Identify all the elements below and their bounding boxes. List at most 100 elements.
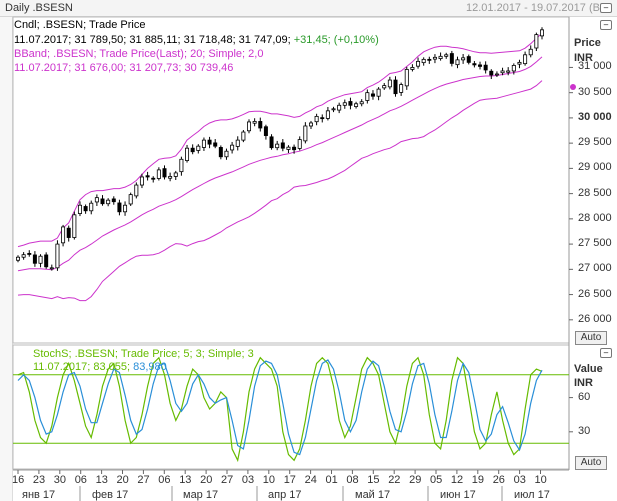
x-day-label: 26 bbox=[492, 474, 505, 486]
x-day-label: 01 bbox=[325, 474, 338, 486]
price-tick-label: 31 000 bbox=[578, 60, 612, 73]
x-month-label: мар 17 bbox=[183, 489, 219, 501]
candle-body bbox=[134, 184, 139, 197]
price-tick-label: 27 500 bbox=[578, 237, 612, 250]
x-day-label: 13 bbox=[95, 474, 108, 486]
candle-body bbox=[410, 67, 415, 70]
stoch-legend-title: StochS; .BSESN; Trade Price; 5; 3; Simpl… bbox=[33, 348, 254, 360]
x-day-label: 03 bbox=[241, 474, 255, 486]
price-axis-currency: INR bbox=[574, 52, 593, 64]
chart-header: Daily .BSESN 12.01.2017 - 19.07.2017 (BO… bbox=[0, 0, 617, 17]
candle-body bbox=[472, 63, 477, 66]
bband-middle-line bbox=[17, 56, 543, 272]
candle-body bbox=[494, 73, 499, 76]
stoch-axis-currency: INR bbox=[574, 377, 593, 389]
candle-body bbox=[139, 176, 144, 186]
candle-body bbox=[213, 142, 218, 147]
x-month-label: фев 17 bbox=[92, 489, 129, 501]
candle-body bbox=[489, 70, 494, 76]
candle-body bbox=[145, 175, 150, 178]
candle-body bbox=[449, 53, 454, 64]
chart-title: Daily .BSESN bbox=[5, 2, 73, 14]
candle-body bbox=[185, 147, 190, 161]
price-tick-label: 28 500 bbox=[578, 186, 612, 199]
stoch-legend-date: 11.07.2017; bbox=[33, 361, 91, 373]
candle-body bbox=[224, 150, 229, 158]
candle-body bbox=[263, 126, 268, 136]
x-day-label: 19 bbox=[471, 474, 485, 486]
price-tick-label: 27 000 bbox=[578, 262, 612, 275]
candle-body bbox=[478, 64, 483, 67]
candle-body bbox=[438, 55, 443, 59]
x-day-label: 29 bbox=[409, 474, 422, 486]
price-tick-label: 28 000 bbox=[578, 211, 612, 224]
x-month-label: июн 17 bbox=[440, 489, 476, 501]
x-day-label: 03 bbox=[513, 474, 526, 486]
candle-body bbox=[455, 59, 460, 66]
candle-body bbox=[94, 197, 99, 203]
candle-body bbox=[534, 34, 539, 49]
candle-body bbox=[44, 254, 49, 268]
candle-body bbox=[207, 139, 212, 145]
candle-body bbox=[83, 206, 88, 212]
price-panel-collapse-button[interactable]: – bbox=[600, 20, 612, 30]
candle-body bbox=[483, 64, 488, 71]
candle-body bbox=[179, 158, 184, 173]
bband-legend-title: BBand; .BSESN; Trade Price(Last); 20; Si… bbox=[14, 48, 264, 60]
x-day-label: 05 bbox=[430, 474, 443, 486]
window-close-button[interactable]: – bbox=[600, 3, 612, 13]
price-legend-ohlc-values: 11.07.2017; 31 789,50; 31 885,11; 31 718… bbox=[14, 34, 291, 46]
candle-body bbox=[466, 56, 471, 63]
candle-body bbox=[230, 144, 235, 151]
stoch-auto-button[interactable]: Auto bbox=[575, 456, 607, 470]
candle-body bbox=[123, 204, 128, 213]
bband-legend-values: 11.07.2017; 31 676,00; 31 207,73; 30 739… bbox=[14, 62, 234, 74]
candle-body bbox=[325, 110, 330, 119]
candle-body bbox=[421, 58, 426, 64]
stoch-d-line bbox=[17, 359, 543, 456]
candle-body bbox=[432, 56, 437, 60]
candle-body bbox=[370, 93, 375, 97]
candle-body bbox=[15, 256, 20, 261]
stoch-panel-collapse-button[interactable]: – bbox=[600, 348, 612, 358]
candle-body bbox=[100, 198, 105, 205]
x-day-label: 24 bbox=[304, 474, 317, 486]
candle-body bbox=[387, 79, 392, 88]
candle-body bbox=[314, 115, 319, 123]
candle-body bbox=[258, 121, 263, 129]
candle-body bbox=[27, 253, 32, 255]
x-day-label: 15 bbox=[367, 474, 380, 486]
price-panel-frame bbox=[12, 16, 570, 344]
candle-body bbox=[21, 254, 26, 258]
stoch-legend-values: 11.07.2017; 83,055; 83,980 bbox=[33, 361, 167, 373]
bband-upper-line bbox=[17, 32, 543, 248]
candle-body bbox=[354, 103, 359, 107]
candle-body bbox=[201, 139, 206, 148]
price-tick-label: 26 000 bbox=[578, 312, 612, 325]
price-auto-button[interactable]: Auto bbox=[575, 331, 607, 345]
candle-body bbox=[156, 169, 161, 179]
candle-body bbox=[331, 108, 336, 111]
candle-body bbox=[162, 168, 167, 178]
candle-body bbox=[376, 88, 381, 97]
stoch-tick-label: 60 bbox=[578, 390, 591, 403]
candle-body bbox=[540, 29, 545, 37]
candle-body bbox=[393, 79, 398, 95]
candle-body bbox=[506, 70, 511, 73]
bband-lower-line bbox=[17, 80, 543, 302]
candle-body bbox=[89, 202, 94, 212]
price-tick-label: 30 500 bbox=[578, 85, 612, 98]
candle-body bbox=[128, 194, 133, 205]
candle-body bbox=[517, 61, 522, 65]
candle-body bbox=[511, 65, 516, 72]
x-day-label: 22 bbox=[388, 474, 401, 486]
candle-body bbox=[382, 85, 387, 89]
candle-body bbox=[32, 254, 37, 264]
candle-body bbox=[151, 177, 156, 180]
candle-body bbox=[359, 101, 364, 105]
x-month-label: апр 17 bbox=[268, 489, 302, 501]
price-axis-title: Price bbox=[574, 37, 601, 49]
candle-body bbox=[55, 243, 60, 269]
x-day-label: 16 bbox=[12, 474, 25, 486]
